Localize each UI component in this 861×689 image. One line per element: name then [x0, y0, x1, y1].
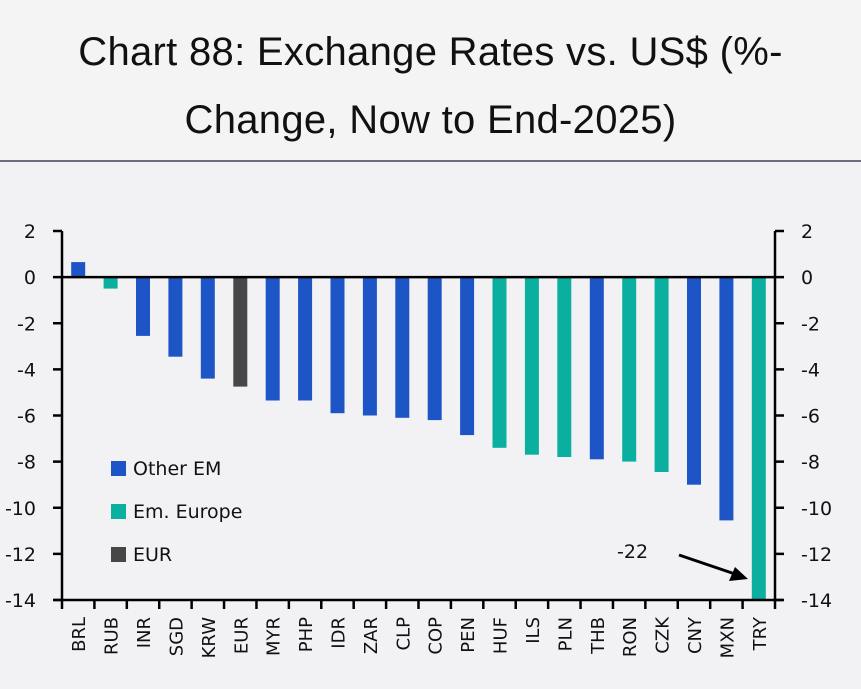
- header-divider: [0, 160, 861, 162]
- x-tick-label: CZK: [653, 616, 674, 654]
- bar-cop: [427, 277, 442, 421]
- x-tick-label: IDR: [329, 617, 350, 649]
- x-tick-label: PHP: [296, 617, 317, 652]
- bar-idr: [330, 277, 345, 414]
- chart-header: Chart 88: Exchange Rates vs. US$ (%- Cha…: [0, 0, 861, 160]
- chart-title-line-1: Chart 88: Exchange Rates vs. US$ (%-: [78, 30, 783, 74]
- left-y-tick-label: 2: [24, 221, 36, 243]
- left-y-tick-label: -6: [17, 406, 36, 428]
- x-tick-label: EUR: [231, 617, 252, 654]
- bar-eur: [233, 277, 248, 387]
- x-tick-label: THB: [588, 617, 609, 655]
- legend-label: EUR: [133, 544, 172, 566]
- legend: Other EM Em. Europe EUR: [111, 458, 242, 566]
- x-tick-label: SGD: [166, 617, 187, 656]
- annotation-group: -22: [617, 541, 748, 581]
- legend-label: Em. Europe: [133, 501, 242, 523]
- annotation-arrow-head-icon: [729, 567, 748, 581]
- x-tick-label: HUF: [491, 617, 512, 654]
- bar-cny: [687, 277, 701, 485]
- bar-thb: [589, 277, 604, 460]
- x-tick-label: ZAR: [361, 617, 382, 654]
- left-y-tick-label: -14: [5, 590, 36, 612]
- bar-mxn: [719, 277, 734, 521]
- left-y-tick-label: -12: [5, 544, 36, 566]
- right-y-tick-label: -10: [801, 498, 832, 520]
- right-y-tick-label: -12: [801, 544, 832, 566]
- bar-ron: [622, 277, 637, 462]
- bar-myr: [265, 277, 280, 401]
- bar-rub: [103, 277, 118, 289]
- bar-pen: [460, 277, 475, 436]
- bar-czk: [654, 277, 669, 472]
- legend-swatch-em-europe: [111, 504, 126, 519]
- x-tick-label: INR: [134, 617, 155, 648]
- x-tick-label: CLP: [393, 617, 414, 651]
- bars-group: [71, 262, 766, 600]
- x-tick-label: COP: [426, 617, 447, 655]
- right-y-tick-label: -14: [801, 590, 832, 612]
- x-tick-label: KRW: [199, 617, 220, 659]
- x-tick-label: PLN: [555, 617, 576, 651]
- chart-title: Chart 88: Exchange Rates vs. US$ (%- Cha…: [0, 18, 861, 154]
- right-y-tick-label: 2: [801, 221, 813, 243]
- left-y-tick-label: -10: [5, 498, 36, 520]
- x-tick-label: BRL: [69, 617, 90, 652]
- chart-title-line-2: Change, Now to End-2025): [184, 98, 677, 142]
- legend-swatch-eur: [111, 547, 126, 562]
- bar-krw: [200, 277, 215, 379]
- x-tick-label: RUB: [102, 617, 123, 655]
- right-y-tick-label: -6: [801, 406, 820, 428]
- left-y-tick-label: 0: [24, 267, 36, 289]
- x-tick-label: MYR: [264, 617, 285, 656]
- annotation-label: -22: [617, 541, 648, 563]
- bar-try: [751, 277, 766, 600]
- bar-clp: [395, 277, 410, 418]
- x-tick-label: MXN: [717, 617, 738, 658]
- bar-php: [298, 277, 313, 401]
- legend-swatch-other-em: [111, 461, 126, 476]
- right-y-tick-label: -2: [801, 313, 820, 335]
- right-y-tick-label: -4: [801, 359, 820, 381]
- bar-zar: [362, 277, 377, 416]
- x-tick-label: ILS: [523, 617, 544, 644]
- x-tick-label: CNY: [685, 616, 706, 654]
- right-y-tick-label: -8: [801, 452, 820, 474]
- bar-ils: [524, 277, 539, 455]
- bar-sgd: [168, 277, 183, 357]
- left-y-tick-label: -4: [17, 359, 36, 381]
- annotation-arrow-line: [678, 553, 736, 576]
- legend-label: Other EM: [133, 458, 221, 480]
- bar-inr: [136, 277, 150, 336]
- left-y-tick-label: -8: [17, 452, 36, 474]
- left-y-tick-label: -2: [17, 313, 36, 335]
- right-y-tick-label: 0: [801, 267, 813, 289]
- bar-huf: [492, 277, 507, 448]
- bar-brl: [71, 262, 86, 278]
- x-tick-label: RON: [620, 617, 641, 657]
- axes-group: 2 2 0 0 -2 -2 -4 -4 -6 -6 -8 -8 -10 -10 -12 -12 -14 -14 BR…: [5, 221, 832, 658]
- x-tick-label: PEN: [458, 617, 479, 653]
- x-tick-label: TRY: [750, 616, 771, 651]
- bar-pln: [557, 277, 572, 457]
